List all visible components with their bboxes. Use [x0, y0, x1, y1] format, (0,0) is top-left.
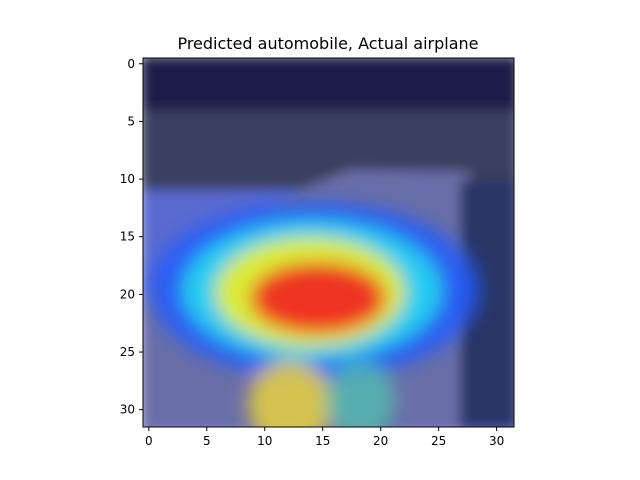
heat-red [250, 262, 386, 334]
y-tick-label: 20 [120, 287, 135, 301]
y-tick-label: 10 [120, 172, 135, 186]
x-axis: 0 5 10 15 20 25 30 [145, 427, 504, 448]
y-tick-label: 15 [120, 230, 135, 244]
x-tick-label: 30 [489, 434, 504, 448]
heatmap-image [143, 58, 514, 427]
x-tick-label: 20 [373, 434, 388, 448]
x-tick-label: 10 [257, 434, 272, 448]
plot-frame [142, 57, 515, 428]
y-tick-label: 0 [127, 57, 135, 71]
heat-layer [150, 202, 480, 427]
chart-title: Predicted automobile, Actual airplane [177, 34, 478, 53]
plot-area [143, 58, 514, 427]
x-tick-label: 25 [431, 434, 446, 448]
y-tick-label: 5 [127, 114, 135, 128]
x-tick-label: 15 [315, 434, 330, 448]
y-tick-label: 25 [120, 345, 135, 359]
heat-lower-yellow [248, 360, 332, 427]
heat-lower-cyan [325, 360, 395, 427]
x-tick-label: 0 [145, 434, 153, 448]
y-tick-label: 30 [120, 403, 135, 417]
y-axis: 0 5 10 15 20 25 30 [120, 57, 143, 417]
bg-dark-top [143, 58, 514, 115]
x-tick-label: 5 [203, 434, 211, 448]
